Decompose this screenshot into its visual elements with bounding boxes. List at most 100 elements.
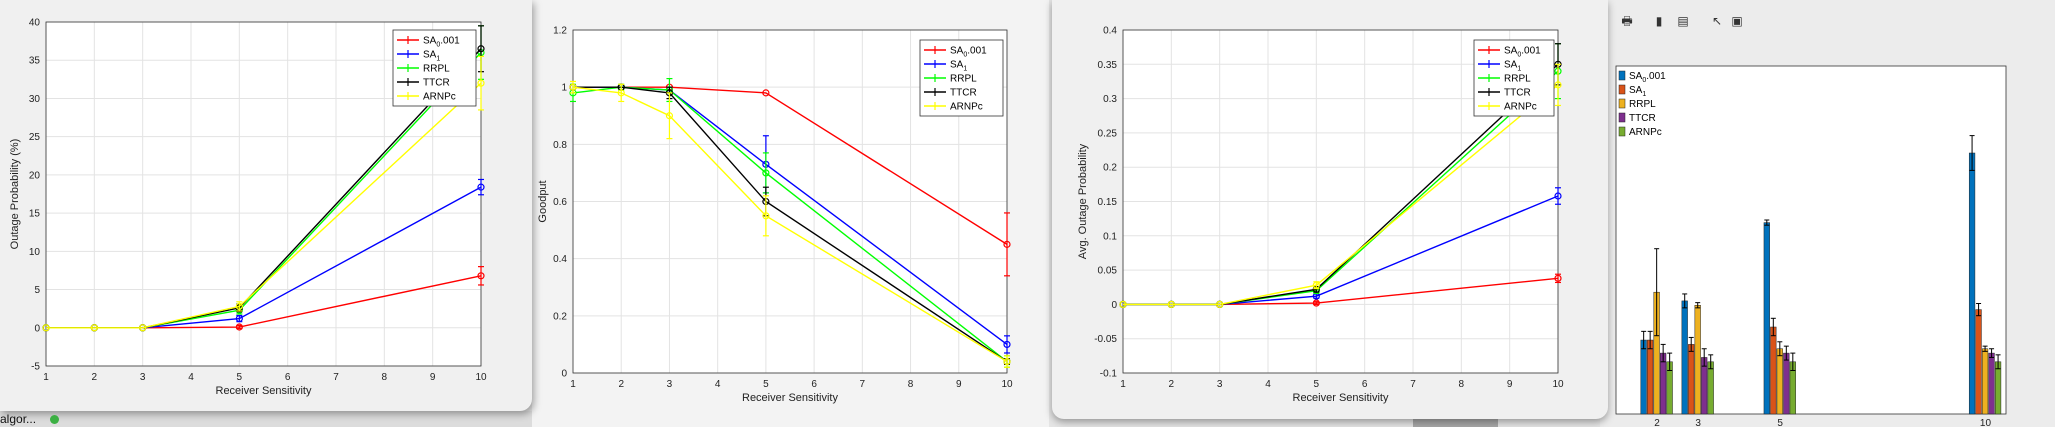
x-tick-label: 1 bbox=[1120, 379, 1126, 390]
data-point bbox=[1003, 240, 1011, 248]
y-tick-label: -0.05 bbox=[1094, 334, 1117, 345]
legend-label: ARNPc bbox=[1629, 127, 1662, 138]
data-point bbox=[139, 324, 147, 332]
legend-label: SA0.001 bbox=[1629, 71, 1666, 84]
legend-label: TTCR bbox=[1629, 113, 1656, 124]
bar bbox=[1776, 348, 1783, 415]
legend-box bbox=[1473, 39, 1555, 117]
legend-label: SA1 bbox=[1504, 60, 1521, 73]
legend-label: ARNPc bbox=[950, 102, 983, 113]
x-tick-label: 10 bbox=[1001, 379, 1013, 390]
bar-legend-box bbox=[1617, 68, 1671, 142]
legend-icon[interactable]: ▤ bbox=[1677, 14, 1689, 28]
x-tick-label: 6 bbox=[811, 379, 817, 390]
status-strip bbox=[0, 411, 540, 427]
legend-swatch bbox=[1618, 84, 1626, 95]
data-point bbox=[762, 212, 770, 220]
data-point bbox=[762, 169, 770, 177]
legend-swatch bbox=[1618, 112, 1626, 123]
x-tick-label: 7 bbox=[333, 372, 339, 383]
y-axis-label: Avg. Outage Probability bbox=[1077, 143, 1089, 259]
y-tick-label: -5 bbox=[31, 362, 40, 373]
data-point bbox=[569, 83, 577, 91]
bar bbox=[1783, 352, 1790, 415]
data-point bbox=[1216, 300, 1224, 308]
x-axis-label: Receiver Sensitivity bbox=[216, 385, 312, 397]
bar-plot-area bbox=[1615, 65, 2007, 415]
x-tick-label: 5 bbox=[1314, 379, 1320, 390]
bar bbox=[1707, 361, 1714, 415]
colorbar-icon[interactable]: ▮ bbox=[1655, 14, 1663, 28]
series-line bbox=[46, 82, 482, 329]
figure-toolbar: 🖶 ▮ ▤ ↖ ▣ bbox=[1600, 0, 2055, 42]
outage-probability-chart: 1 2 3 4 5 6 7 8 9 10 -5 0 5 10 15 20 25 30 35 40 Receiver Se… bbox=[9, 18, 487, 398]
x-tick-label: 2 bbox=[92, 372, 98, 383]
x-tick-label: 5 bbox=[237, 372, 243, 383]
pointer-icon[interactable]: ↖ bbox=[1711, 14, 1723, 28]
bar bbox=[1640, 339, 1647, 415]
data-point bbox=[235, 315, 243, 323]
y-tick-label: 0.15 bbox=[1098, 197, 1118, 208]
data-point bbox=[1554, 192, 1562, 200]
x-tick-label: 6 bbox=[1362, 379, 1368, 390]
legend-label: RRPL bbox=[950, 74, 977, 85]
x-tick-label: 9 bbox=[430, 372, 436, 383]
data-point bbox=[1554, 274, 1562, 282]
x-tick-label: 6 bbox=[285, 372, 291, 383]
y-tick-label: 0.35 bbox=[1098, 60, 1118, 71]
bar bbox=[1770, 326, 1777, 415]
x-tick-label: 5 bbox=[1777, 418, 1783, 427]
y-tick-label: 0.2 bbox=[553, 311, 567, 322]
legend-label: TTCR bbox=[1504, 88, 1531, 99]
legend-label: TTCR bbox=[950, 88, 977, 99]
y-tick-label: 5 bbox=[34, 285, 40, 296]
data-point bbox=[1119, 300, 1127, 308]
data-point bbox=[1312, 299, 1320, 307]
bar bbox=[1988, 352, 1995, 415]
y-axis-label: Goodput bbox=[537, 180, 549, 222]
x-tick-label: 7 bbox=[860, 379, 866, 390]
data-point bbox=[617, 89, 625, 97]
y-tick-label: 0.8 bbox=[553, 140, 567, 151]
data-point bbox=[1167, 300, 1175, 308]
series-line bbox=[1123, 84, 1559, 306]
avg-outage-probability-chart: 1 2 3 4 5 6 7 8 9 10 -0.1 -0.05 0 0.05 0.1 0.15 0.2 0.25 0… bbox=[1077, 26, 1564, 405]
x-tick-label: 8 bbox=[1459, 379, 1465, 390]
y-tick-label: 0 bbox=[1111, 300, 1117, 311]
x-axis-label: Receiver Sensitivity bbox=[742, 392, 838, 404]
data-point bbox=[90, 324, 98, 332]
print-icon[interactable]: 🖶 bbox=[1621, 14, 1633, 28]
goodput-chart: 1 2 3 4 5 6 7 8 9 10 0 0.2 0.4 0.6 0.8 1 1.2 Receiver Sen… bbox=[537, 26, 1013, 405]
data-point bbox=[477, 45, 485, 53]
x-tick-label: 1 bbox=[570, 379, 576, 390]
x-tick-label: 3 bbox=[1217, 379, 1223, 390]
data-point bbox=[235, 302, 243, 310]
bar bbox=[1975, 309, 1982, 415]
data-point bbox=[665, 112, 674, 120]
bar bbox=[1688, 344, 1695, 415]
legend-label: ARNPc bbox=[1504, 102, 1537, 113]
bar bbox=[1694, 305, 1701, 415]
x-tick-label: 2 bbox=[618, 379, 624, 390]
data-point bbox=[477, 272, 485, 280]
bar bbox=[1981, 348, 1989, 415]
y-tick-label: 1 bbox=[561, 83, 567, 94]
figure-window-goodput: 1 2 3 4 5 6 7 8 9 10 0 0.2 0.4 0.6 0.8 1 1.2 Receiver Sen… bbox=[532, 0, 1049, 427]
legend-label: RRPL bbox=[1504, 74, 1531, 85]
y-tick-label: -0.1 bbox=[1100, 369, 1118, 380]
y-tick-label: 0.6 bbox=[553, 197, 567, 208]
bar bbox=[1681, 300, 1688, 415]
bar bbox=[1968, 152, 1976, 415]
data-point bbox=[1312, 281, 1320, 289]
data-point bbox=[42, 324, 50, 332]
data-point bbox=[477, 79, 485, 87]
y-tick-label: 10 bbox=[29, 247, 41, 258]
y-tick-label: 0.3 bbox=[1103, 94, 1117, 105]
legend-label: SA1 bbox=[423, 50, 440, 63]
x-tick-label: 4 bbox=[1265, 379, 1271, 390]
data-point bbox=[477, 183, 485, 191]
y-tick-label: 0 bbox=[561, 369, 567, 380]
legend-label: SA0.001 bbox=[950, 46, 987, 59]
property-editor-icon[interactable]: ▣ bbox=[1731, 14, 1743, 28]
x-tick-label: 3 bbox=[667, 379, 673, 390]
